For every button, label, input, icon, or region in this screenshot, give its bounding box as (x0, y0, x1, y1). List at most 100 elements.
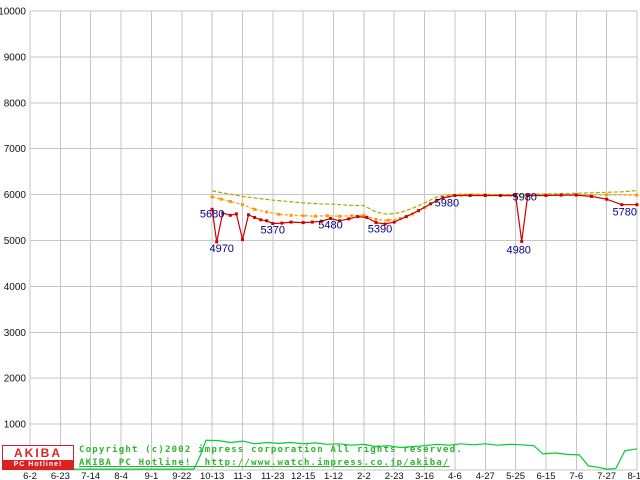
price-label: 5480 (318, 220, 342, 232)
marker-red-solid (544, 194, 548, 197)
logo-pc-hotline-text: PC Hotline! (3, 460, 73, 469)
marker-orange-dashed (635, 193, 639, 197)
marker-orange-dashed (374, 217, 378, 221)
marker-red-solid (221, 211, 225, 215)
x-axis-label: 5-25 (506, 471, 525, 480)
marker-orange-dashed (228, 200, 232, 203)
x-axis-label: 8-16 (627, 471, 640, 480)
marker-red-solid (319, 219, 323, 223)
marker-red-solid (417, 209, 420, 213)
y-axis-label: 6000 (4, 190, 27, 201)
price-label: 5370 (261, 225, 285, 237)
marker-orange-dashed (362, 213, 366, 217)
marker-red-solid (259, 218, 263, 222)
y-axis-label: 3000 (4, 328, 27, 339)
marker-red-solid (234, 212, 238, 216)
y-axis-label: 10000 (0, 7, 26, 18)
marker-red-solid (228, 213, 232, 217)
marker-orange-dashed (325, 214, 329, 218)
marker-red-solid (468, 194, 472, 197)
x-axis-label: 6-15 (536, 471, 555, 480)
marker-red-solid (429, 202, 433, 206)
x-axis-label: 1-12 (324, 471, 343, 480)
y-axis-label: 4000 (4, 282, 27, 293)
price-label: 5780 (613, 207, 637, 219)
y-axis-label: 5000 (4, 236, 27, 247)
site-link[interactable]: AKIBA PC Hotline! http://www.watch.impre… (79, 458, 450, 468)
marker-red-solid (329, 217, 332, 220)
marker-orange-dashed (398, 217, 402, 220)
marker-red-solid (441, 196, 445, 200)
marker-orange-dashed (265, 210, 269, 214)
copyright-text: Copyright (c)2002 impress corporation Al… (79, 445, 463, 455)
marker-red-solid (241, 238, 244, 242)
marker-red-solid (210, 207, 214, 211)
y-axis-label: 7000 (4, 144, 27, 155)
x-axis-label: 4-6 (448, 471, 462, 480)
y-axis-label: 2000 (4, 374, 27, 385)
x-axis-label: 2-2 (357, 471, 371, 480)
marker-red-solid (289, 220, 293, 224)
marker-red-solid (404, 215, 408, 219)
marker-orange-dashed (253, 207, 257, 211)
marker-orange-dashed (386, 218, 390, 222)
x-axis-label: 12-15 (291, 471, 315, 480)
x-axis-label: 6-2 (23, 471, 37, 480)
marker-red-solid (392, 220, 396, 224)
series-green-solid (29, 439, 638, 470)
marker-orange-dashed (210, 195, 214, 199)
marker-red-solid (215, 240, 219, 244)
marker-red-solid (301, 221, 305, 225)
x-axis-label: 7-6 (569, 471, 583, 480)
marker-red-solid (347, 217, 351, 221)
marker-red-solid (605, 197, 609, 201)
marker-red-solid (520, 239, 524, 243)
y-axis-label: 9000 (4, 52, 27, 63)
logo-akiba-text: AKIBA (14, 446, 62, 460)
series-olive-dashed (211, 189, 638, 215)
marker-red-solid (247, 213, 250, 217)
price-label: 5980 (512, 192, 536, 204)
marker-orange-dashed (277, 212, 281, 216)
marker-red-solid (310, 220, 314, 224)
marker-orange-dashed (338, 214, 342, 218)
price-label: 4980 (506, 244, 530, 256)
marker-red-solid (280, 221, 284, 225)
marker-orange-dashed (219, 197, 223, 201)
marker-orange-dashed (435, 198, 439, 202)
marker-red-solid (365, 216, 369, 219)
marker-red-solid (356, 215, 360, 219)
marker-red-solid (620, 203, 624, 207)
y-axis-label: 1000 (4, 420, 27, 431)
marker-red-solid (559, 193, 563, 197)
x-axis-label: 3-16 (415, 471, 434, 480)
marker-red-solid (253, 216, 257, 219)
marker-red-solid (483, 194, 487, 197)
x-axis-label: 9-22 (172, 471, 191, 480)
marker-red-solid (374, 221, 378, 225)
marker-red-solid (574, 193, 578, 197)
y-axis-label: 8000 (4, 98, 27, 109)
marker-red-solid (338, 219, 342, 223)
price-label: 5680 (200, 208, 224, 220)
x-axis-label: 11-3 (233, 471, 251, 480)
marker-orange-dashed (605, 193, 609, 197)
x-axis-label: 11-23 (261, 471, 285, 480)
marker-red-solid (526, 194, 530, 197)
marker-orange-dashed (313, 214, 317, 218)
x-axis-label: 4-27 (476, 471, 495, 480)
marker-red-solid (498, 194, 502, 197)
marker-red-solid (514, 194, 518, 197)
marker-orange-dashed (241, 203, 244, 207)
x-axis-label: 7-14 (81, 471, 100, 480)
x-axis-label: 10-13 (200, 471, 224, 480)
price-label: 5980 (435, 198, 459, 210)
marker-red-solid (590, 194, 593, 198)
marker-orange-dashed (289, 213, 293, 217)
x-axis-label: 2-23 (385, 471, 404, 480)
price-label: 4970 (209, 243, 233, 255)
price-label: 5390 (368, 224, 392, 236)
x-axis-label: 9-1 (145, 471, 159, 480)
